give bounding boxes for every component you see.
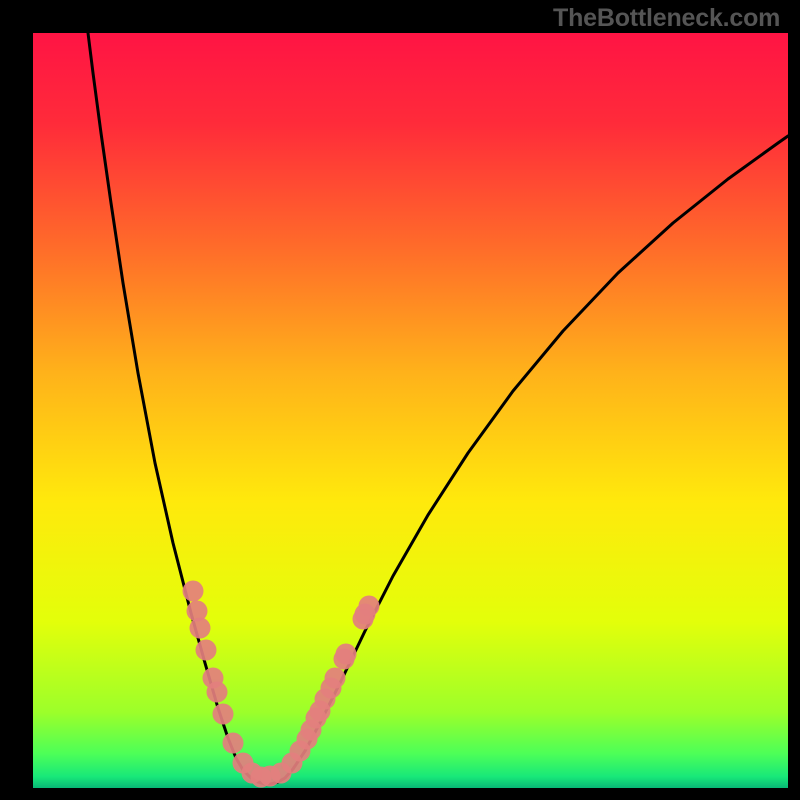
data-marker [325,668,346,689]
data-marker [213,704,234,725]
data-marker [190,618,211,639]
bottleneck-curve [88,33,788,784]
data-marker [359,596,380,617]
curve-layer [33,33,788,788]
data-marker [336,644,357,665]
marker-group [183,581,380,788]
data-marker [223,733,244,754]
data-marker [183,581,204,602]
data-marker [207,682,228,703]
data-marker [196,640,217,661]
watermark-text: TheBottleneck.com [553,4,780,33]
plot-area [33,33,788,788]
